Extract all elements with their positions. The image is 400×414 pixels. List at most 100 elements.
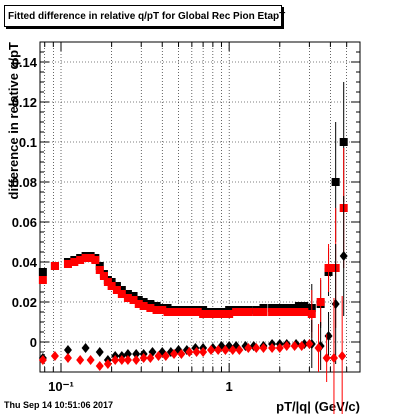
data-point-square <box>294 302 303 310</box>
data-point-diamond <box>76 355 85 365</box>
data-point-diamond <box>244 343 253 353</box>
y-tick-label: 0 <box>30 335 37 350</box>
y-tick-label: 0.1 <box>19 135 37 150</box>
data-point-square <box>252 308 261 316</box>
data-point-diamond <box>81 343 90 353</box>
data-point-diamond <box>139 353 148 363</box>
data-point-diamond <box>338 351 347 361</box>
data-point-square <box>238 308 247 316</box>
data-point-square <box>244 308 253 316</box>
data-point-square <box>300 302 309 310</box>
data-point-diamond <box>235 345 244 355</box>
data-point-square <box>217 310 226 318</box>
data-point-square <box>163 308 172 316</box>
data-point-square <box>175 308 184 316</box>
data-point-square <box>316 298 325 306</box>
data-point-square <box>210 310 219 318</box>
data-point-square <box>139 302 148 310</box>
y-tick-label: 0.08 <box>12 175 37 190</box>
y-axis-title: difference in relative q/pT <box>6 42 21 200</box>
data-point-square <box>99 272 108 280</box>
y-tick-label: 0.06 <box>12 215 37 230</box>
data-point-diamond <box>185 347 194 357</box>
data-point-diamond <box>146 353 155 363</box>
data-point-square <box>193 308 202 316</box>
data-point-square <box>152 306 161 314</box>
data-point-diamond <box>268 343 277 353</box>
data-point-diamond <box>170 349 179 359</box>
data-point-diamond <box>38 355 47 365</box>
data-point-square <box>63 260 72 268</box>
data-point-square <box>70 258 79 266</box>
data-point-square <box>331 178 340 186</box>
data-point-diamond <box>111 355 120 365</box>
data-point-square <box>134 300 143 308</box>
data-point-diamond <box>63 345 72 355</box>
y-tick-label: 0.14 <box>12 55 38 70</box>
y-tick-label: 0.02 <box>12 295 37 310</box>
data-point-diamond <box>86 355 95 365</box>
data-point-square <box>76 256 85 264</box>
data-point-square <box>86 254 95 262</box>
data-point-square <box>170 308 179 316</box>
data-point-square <box>50 262 59 270</box>
data-point-square <box>146 304 155 312</box>
data-point-diamond <box>275 343 284 353</box>
data-point-diamond <box>103 359 112 369</box>
chart-title-box: Fitted difference in relative q/pT for G… <box>4 5 286 27</box>
data-point-square <box>259 308 268 316</box>
data-point-square <box>91 256 100 264</box>
y-tick-label: 0.12 <box>12 95 37 110</box>
x-tick-label: 10⁻¹ <box>48 379 74 394</box>
data-point-diamond <box>259 343 268 353</box>
data-point-diamond <box>117 355 126 365</box>
data-point-diamond <box>305 339 314 349</box>
data-point-square <box>205 310 214 318</box>
data-point-square <box>38 276 47 284</box>
data-point-square <box>187 308 196 316</box>
data-point-diamond <box>123 355 132 365</box>
data-point-square <box>275 308 284 316</box>
data-point-diamond <box>154 351 163 361</box>
data-point-diamond <box>132 355 141 365</box>
data-point-square <box>107 282 116 290</box>
data-point-diamond <box>199 347 208 357</box>
data-point-diamond <box>132 349 141 359</box>
data-point-square <box>232 308 241 316</box>
data-point-square <box>129 296 138 304</box>
data-point-square <box>289 308 298 316</box>
data-point-square <box>112 286 121 294</box>
chart-title: Fitted difference in relative q/pT for G… <box>8 11 286 22</box>
data-point-diamond <box>161 351 170 361</box>
data-point-diamond <box>207 345 216 355</box>
data-point-square <box>268 308 277 316</box>
data-point-square <box>282 308 291 316</box>
data-point-diamond <box>177 349 186 359</box>
data-point-diamond <box>290 341 299 351</box>
data-point-square <box>158 306 167 314</box>
data-point-square <box>225 310 234 318</box>
data-point-diamond <box>63 353 72 363</box>
y-tick-label: 0.04 <box>12 255 38 270</box>
data-point-square <box>38 268 47 276</box>
data-point-diamond <box>252 343 261 353</box>
data-point-diamond <box>282 341 291 351</box>
data-point-square <box>339 138 348 146</box>
data-point-diamond <box>221 345 230 355</box>
data-point-diamond <box>297 341 306 351</box>
data-point-diamond <box>339 251 348 261</box>
data-point-diamond <box>50 351 59 361</box>
x-axis-title: pT/|q| (GeV/c) <box>276 399 360 414</box>
x-tick-label: 1 <box>226 379 233 394</box>
data-point-square <box>294 308 303 316</box>
data-point-square <box>324 264 333 272</box>
data-point-square <box>123 294 132 302</box>
data-point-diamond <box>314 343 323 353</box>
data-point-square <box>81 254 90 262</box>
data-point-diamond <box>329 353 338 363</box>
data-point-diamond <box>123 349 132 359</box>
data-point-square <box>199 310 208 318</box>
data-point-square <box>307 310 316 318</box>
